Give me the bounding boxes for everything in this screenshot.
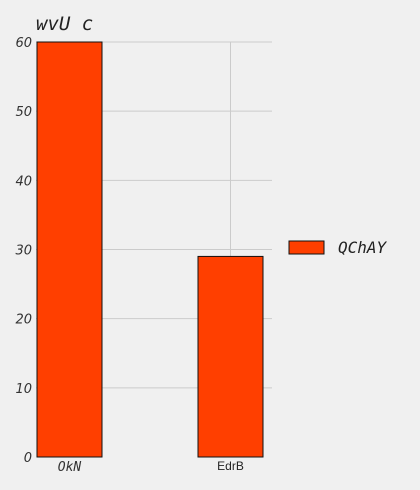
y-tick-label-4: 40 [15, 174, 32, 189]
y-tick-label-5: 50 [15, 105, 32, 120]
x-tick-label-1: EdrB [217, 459, 244, 473]
chart-title: wvU c [36, 13, 93, 35]
x-tick-label-0: OkN [58, 460, 82, 475]
y-tick-label-0: 0 [24, 451, 32, 466]
y-tick-label-6: 60 [15, 36, 32, 51]
legend-swatch [288, 240, 325, 255]
y-tick-label-1: 10 [15, 382, 32, 397]
x-axis-ticks: OkN EdrB [58, 459, 244, 475]
y-tick-label-2: 20 [15, 313, 32, 328]
y-tick-label-3: 30 [15, 244, 32, 259]
bar-EdrB [197, 255, 264, 458]
bar-OkN [36, 41, 103, 458]
bars [36, 41, 264, 458]
y-axis-ticks: 0 10 20 30 40 50 60 [15, 36, 32, 466]
legend: QChAY [288, 238, 388, 257]
legend-label: QChAY [338, 238, 388, 257]
